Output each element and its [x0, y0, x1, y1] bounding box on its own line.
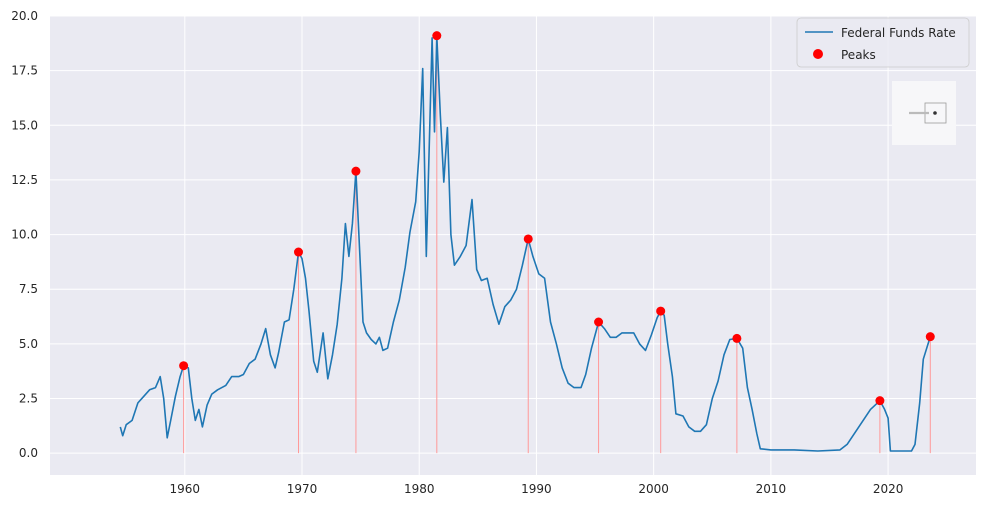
peak-marker — [656, 306, 666, 316]
y-tick-label: 20.0 — [11, 9, 38, 23]
y-tick-label: 5.0 — [19, 337, 38, 351]
y-axis-ticks: 0.0 2.5 5.0 7.5 10.0 12.5 15.0 17.5 20.0 — [11, 9, 38, 460]
peak-marker — [523, 234, 533, 244]
x-axis-ticks: 1960 1970 1980 1990 2000 2010 2020 — [170, 482, 904, 496]
x-tick-label: 2020 — [873, 482, 904, 496]
x-tick-label: 1980 — [404, 482, 435, 496]
legend-label-peaks: Peaks — [841, 48, 876, 62]
x-tick-label: 1970 — [287, 482, 318, 496]
plot-background — [50, 16, 976, 475]
peak-marker — [594, 317, 604, 327]
series-line-federal-funds-rate — [119, 34, 932, 452]
y-tick-label: 0.0 — [19, 446, 38, 460]
legend-label-federal-funds-rate: Federal Funds Rate — [841, 26, 956, 40]
inset-thumbnail — [892, 81, 956, 145]
peak-marker — [432, 31, 442, 41]
peak-marker — [179, 361, 189, 371]
peak-marker — [732, 333, 742, 343]
x-tick-label: 2010 — [756, 482, 787, 496]
peak-marker — [293, 247, 303, 257]
legend-peak-swatch — [813, 49, 823, 59]
y-tick-label: 10.0 — [11, 228, 38, 242]
y-tick-label: 2.5 — [19, 392, 38, 406]
peak-marker — [925, 332, 935, 342]
legend-box — [796, 17, 970, 68]
x-tick-label: 1960 — [170, 482, 201, 496]
y-tick-label: 7.5 — [19, 282, 38, 296]
legend: Federal Funds Rate Peaks — [796, 17, 970, 68]
peak-stems — [183, 35, 931, 454]
y-tick-label: 12.5 — [11, 173, 38, 187]
y-tick-label: 17.5 — [11, 64, 38, 78]
x-tick-label: 2000 — [638, 482, 669, 496]
peak-marker — [351, 166, 361, 176]
inset-dot — [933, 111, 937, 115]
x-tick-label: 1990 — [521, 482, 552, 496]
y-tick-label: 15.0 — [11, 118, 38, 132]
peak-marker — [875, 396, 885, 406]
grid-lines — [50, 15, 976, 475]
peak-markers — [179, 31, 935, 406]
